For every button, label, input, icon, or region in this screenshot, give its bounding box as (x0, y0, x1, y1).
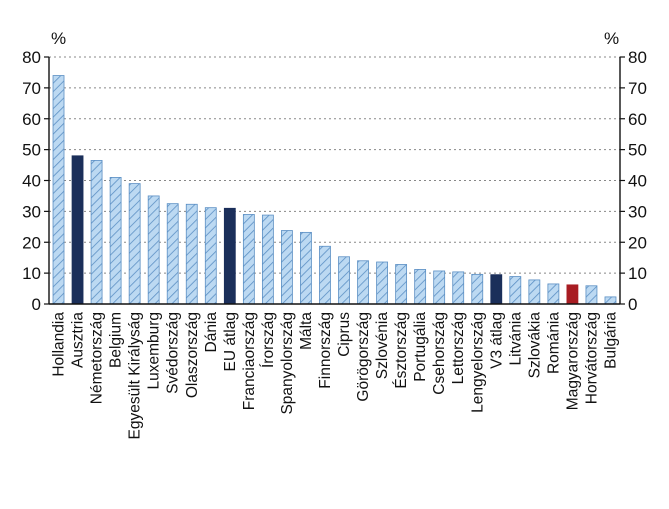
bar-17 (357, 260, 369, 305)
category-label: Franciaország (241, 312, 258, 410)
y-tick-label-right: 30 (628, 202, 647, 221)
y-tick-label-right: 60 (628, 110, 647, 129)
y-tick-label-right: 40 (628, 172, 647, 191)
gridlines (49, 56, 620, 274)
category-label: Málta (298, 312, 315, 350)
y-tick-label-right: 20 (628, 233, 647, 252)
y-tick-label-right: 50 (628, 141, 647, 160)
category-label: Portugália (412, 312, 429, 382)
bar-14 (300, 231, 312, 305)
bar-7 (166, 203, 179, 305)
bar-22 (452, 271, 465, 305)
bar-13 (281, 230, 293, 305)
category-label: Magyarország (564, 312, 581, 410)
bar-29 (585, 285, 598, 305)
category-label: Litvánia (507, 312, 524, 366)
y-unit-label-left: % (51, 29, 66, 48)
category-label: Bulgária (602, 312, 619, 369)
category-label: V3 átlag (488, 312, 505, 369)
bar-25 (509, 276, 522, 305)
category-label: Lettország (450, 312, 467, 384)
y-tick-label-right: 70 (628, 79, 647, 98)
category-label: Észtország (393, 312, 410, 389)
bar-16 (338, 256, 350, 305)
category-label: Ausztria (70, 312, 87, 368)
category-label: Szlovénia (374, 312, 391, 380)
y-tick-label-left: 50 (22, 141, 41, 160)
category-label: Hollandia (51, 312, 68, 377)
category-label: Ciprus (336, 312, 353, 357)
bar-9 (204, 207, 217, 305)
bar-30 (604, 296, 617, 305)
bar-8 (185, 203, 198, 305)
y-tick-label-right: 10 (628, 264, 647, 283)
category-label: Finnország (317, 312, 334, 389)
category-label: Spanyolország (279, 312, 296, 415)
bar-2 (71, 155, 84, 305)
y-tick-label-left: 20 (22, 233, 41, 252)
bar-19 (395, 264, 408, 305)
category-label: Lengyelország (469, 312, 486, 413)
bar-6 (147, 195, 160, 305)
y-tick-label-left: 0 (32, 295, 41, 314)
bar-12 (261, 214, 274, 305)
bar-11 (242, 214, 255, 305)
category-label: Csehország (431, 312, 448, 395)
category-label: Németország (89, 312, 106, 404)
category-label: EU átlag (222, 312, 239, 371)
bar-26 (528, 279, 541, 305)
category-label: Horvátország (583, 312, 600, 404)
tick-labels: 0 0 10 10 20 20 30 30 40 40 50 50 60 60 70 70 80 80 (22, 48, 647, 314)
category-label: Dánia (203, 312, 220, 353)
y-tick-label-right: 0 (628, 295, 637, 314)
bar-21 (433, 270, 446, 305)
bar-3 (90, 160, 103, 305)
y-tick-label-right: 80 (628, 48, 647, 67)
category-label: Svédország (165, 312, 182, 394)
bar-28 (566, 284, 579, 305)
bar-23 (471, 273, 484, 305)
bar-1 (52, 75, 65, 305)
category-labels: Hollandia Ausztria Németország Belgium Egyes… (51, 312, 620, 440)
y-tick-label-left: 40 (22, 172, 41, 191)
y-tick-label-left: 30 (22, 202, 41, 221)
y-tick-label-left: 80 (22, 48, 41, 67)
bar-20 (414, 269, 427, 305)
bar-27 (547, 283, 560, 305)
bar-18 (376, 261, 388, 305)
category-label: Belgium (108, 312, 125, 368)
bars (52, 75, 617, 305)
bar-4 (109, 177, 122, 305)
category-label: Luxemburg (146, 312, 163, 390)
category-label: Írország (260, 312, 277, 368)
category-label: Olaszország (184, 312, 201, 398)
bar-15 (319, 245, 331, 305)
category-label: Egyesült Királyság (127, 312, 144, 440)
bar-5 (128, 183, 141, 305)
category-label: Görögország (355, 312, 372, 402)
category-label: Románia (545, 312, 562, 374)
y-tick-label-left: 60 (22, 110, 41, 129)
bar-10 (223, 207, 236, 305)
y-tick-label-left: 70 (22, 79, 41, 98)
axes (44, 56, 625, 305)
y-tick-label-left: 10 (22, 264, 41, 283)
category-label: Szlovákia (526, 312, 543, 379)
y-unit-label-right: % (604, 29, 619, 48)
bar-24 (490, 274, 503, 305)
